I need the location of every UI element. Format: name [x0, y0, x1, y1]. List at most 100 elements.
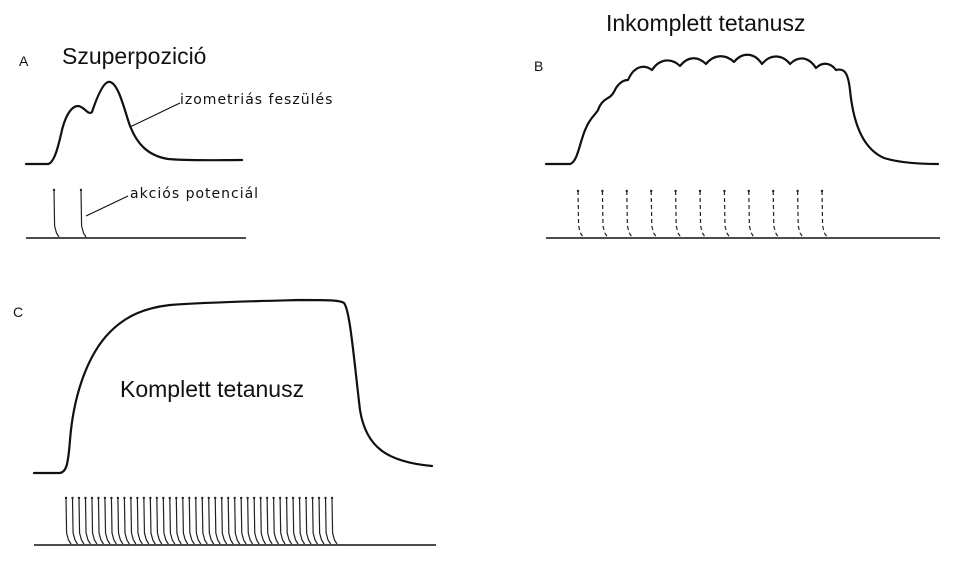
- panel-c-spike: [285, 497, 293, 545]
- panel-c-spike: [208, 497, 215, 545]
- panel-c-spike-tip: [194, 496, 197, 500]
- panel-c-spike: [298, 497, 306, 545]
- panel-c-spike: [104, 497, 111, 545]
- panel-c-spike: [253, 497, 260, 545]
- panel-c-spike-tip: [110, 496, 113, 500]
- panel-b-spike-tip: [796, 189, 799, 193]
- panel-c-spike-tip: [330, 496, 334, 500]
- panel-c-spike-tip: [142, 496, 146, 500]
- panel-c-spike: [214, 497, 221, 545]
- panel-a-ap-leader: [85, 195, 129, 217]
- panel-b-letter: B: [534, 58, 543, 74]
- panel-c-spike: [123, 497, 130, 545]
- panel-c-spike-tip: [64, 496, 68, 500]
- panel-c-spike-tip: [90, 496, 94, 500]
- panel-c-spike-tip: [175, 496, 178, 500]
- panel-c-action-potentials: [64, 496, 338, 545]
- panel-c-spike-tip: [77, 496, 81, 500]
- panel-c-spike-tip: [207, 496, 210, 500]
- panel-c-spike-tip: [246, 496, 249, 500]
- panel-c-spike: [273, 497, 280, 545]
- panel-c-spike: [149, 497, 156, 545]
- panel-c-spike: [175, 497, 182, 545]
- panel-a-force-leader: [129, 102, 181, 128]
- panel-b-spike: [821, 190, 828, 238]
- panel-b-spike: [797, 190, 804, 238]
- panel-c-spike: [91, 497, 98, 545]
- panel-c-spike-tip: [252, 496, 256, 500]
- panel-b-spike: [577, 190, 584, 238]
- panel-a: A Szuperpozició izometriás feszülés akci…: [19, 43, 332, 239]
- panel-b-spike-tip: [698, 189, 702, 193]
- panel-b-spike-tip: [576, 189, 580, 193]
- panel-c-spike-tip: [168, 496, 172, 500]
- panel-c-spike: [110, 497, 117, 545]
- panel-c-spike-tip: [304, 496, 308, 500]
- panel-c-spike-tip: [181, 496, 184, 500]
- panel-b-spike: [723, 190, 730, 238]
- panel-b-spike: [601, 190, 608, 238]
- panel-c-spike: [117, 497, 124, 545]
- panel-c-spike-tip: [71, 496, 74, 500]
- panel-c-spike-tip: [311, 496, 314, 500]
- panel-a-spike: [53, 189, 60, 238]
- panel-c-spike: [247, 497, 254, 545]
- panel-c-spike: [143, 497, 150, 545]
- panel-b-spike: [699, 190, 706, 238]
- panel-c-spike-tip: [259, 496, 262, 500]
- panel-c-spike-tip: [298, 496, 301, 500]
- panel-c-spike: [97, 497, 104, 545]
- panel-c-spike: [84, 497, 91, 545]
- panel-a-action-potentials: [52, 188, 87, 238]
- panel-c-spike: [201, 497, 208, 545]
- panel-c-force-curve: [32, 298, 434, 475]
- panel-c-spike: [234, 497, 241, 545]
- panel-b-action-potentials: [576, 189, 828, 238]
- panel-b-spike: [748, 190, 755, 238]
- panel-b-spike: [772, 190, 779, 238]
- panel-c-spike-tip: [136, 496, 139, 500]
- panel-c-spike: [318, 497, 325, 545]
- panel-c-spike-tip: [272, 496, 275, 500]
- panel-b-spike-tip: [625, 189, 628, 193]
- panel-c-spike: [136, 497, 143, 545]
- panel-a-ap-label: akciós potenciál: [130, 186, 259, 202]
- panel-c-title: Komplett tetanusz: [120, 376, 304, 402]
- panel-c-spike-tip: [214, 496, 217, 500]
- panel-c-spike-tip: [265, 496, 269, 500]
- panel-a-letter: A: [19, 53, 29, 69]
- panel-c-spike-tip: [285, 496, 288, 500]
- panel-c: C Komplett tetanusz: [13, 298, 436, 546]
- panel-c-spike: [311, 497, 319, 545]
- panel-c-spike-tip: [149, 496, 152, 500]
- panel-c-spike: [156, 497, 163, 545]
- panel-c-spike: [78, 497, 85, 545]
- panel-b-spike: [626, 190, 633, 238]
- panel-c-spike: [324, 497, 332, 545]
- panel-c-spike: [240, 497, 247, 545]
- panel-c-spike-tip: [84, 496, 87, 500]
- panel-a-force-curve: [24, 80, 244, 166]
- panel-c-spike-tip: [116, 496, 120, 500]
- panel-c-spike: [188, 497, 195, 545]
- panel-c-spike: [182, 497, 189, 545]
- panel-c-spike-tip: [188, 496, 191, 500]
- panel-c-spike: [260, 497, 267, 545]
- panel-c-spike: [227, 497, 234, 545]
- panel-c-spike-tip: [155, 496, 159, 500]
- panel-b-spike-tip: [723, 189, 726, 193]
- panel-c-letter: C: [13, 304, 23, 320]
- panel-c-spike: [169, 497, 176, 545]
- panel-b-force-curve: [544, 53, 940, 166]
- panel-b-spike-tip: [650, 189, 653, 193]
- panel-c-spike-tip: [226, 496, 230, 500]
- panel-c-spike-tip: [97, 496, 100, 500]
- panel-c-spike: [305, 497, 312, 545]
- panel-c-spike-tip: [317, 496, 321, 500]
- panel-c-spike-tip: [129, 496, 133, 500]
- panel-b-spike: [675, 190, 682, 238]
- panel-b-spike: [650, 190, 657, 238]
- panel-a-spike-tip: [52, 188, 56, 192]
- panel-c-spike: [221, 497, 228, 545]
